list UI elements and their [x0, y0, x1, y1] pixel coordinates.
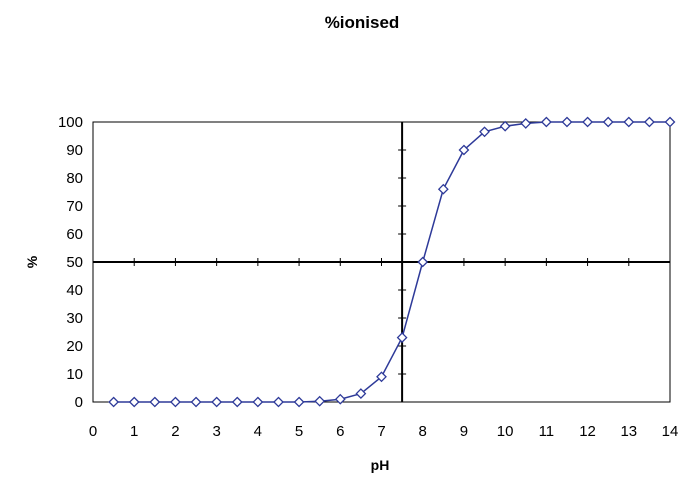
- x-tick-label: 9: [460, 423, 468, 440]
- y-tick-label: 50: [66, 254, 83, 271]
- data-point-marker: [293, 396, 305, 408]
- y-tick-label: 10: [66, 366, 83, 383]
- y-tick-label: 60: [66, 226, 83, 243]
- data-point-marker: [149, 396, 161, 408]
- data-point-marker: [623, 116, 635, 128]
- x-tick-label: 1: [130, 423, 138, 440]
- x-tick-label: 11: [539, 423, 555, 440]
- x-tick-label: 0: [89, 423, 97, 440]
- data-point-marker: [376, 371, 387, 383]
- x-tick-label: 10: [497, 423, 514, 440]
- y-tick-label: 70: [66, 198, 83, 215]
- data-point-marker: [499, 120, 511, 132]
- data-point-marker: [252, 396, 264, 408]
- data-point-marker: [664, 116, 676, 128]
- data-point-marker: [417, 256, 429, 268]
- x-tick-label: 8: [419, 423, 427, 440]
- x-tick-label: 4: [254, 423, 262, 440]
- data-point-marker: [520, 117, 532, 129]
- series-line: [113, 121, 670, 403]
- data-point-marker: [561, 116, 573, 128]
- data-point-marker: [643, 116, 655, 128]
- x-tick-label: 2: [171, 423, 179, 440]
- y-tick-label: 100: [58, 114, 83, 131]
- data-point-marker: [273, 396, 284, 408]
- data-point-marker: [437, 183, 449, 195]
- x-tick-label: 7: [377, 423, 385, 440]
- y-tick-label: 90: [66, 142, 83, 159]
- data-point-marker: [108, 396, 120, 408]
- x-tick-label: 13: [620, 423, 637, 440]
- data-point-marker: [355, 388, 367, 400]
- y-tick-label: 80: [66, 170, 83, 187]
- y-axis-label: %: [24, 255, 40, 268]
- y-tick-label: 30: [66, 310, 83, 327]
- x-tick-label: 5: [295, 423, 303, 440]
- data-point-marker: [458, 144, 470, 156]
- data-point-marker: [540, 116, 552, 128]
- data-point-marker: [314, 395, 326, 407]
- data-point-marker: [396, 332, 408, 344]
- y-tick-label: 40: [66, 282, 83, 299]
- y-tick-label: 0: [75, 394, 83, 411]
- data-point-marker: [602, 116, 614, 128]
- y-tick-label: 20: [66, 338, 83, 355]
- x-tick-label: 3: [212, 423, 220, 440]
- data-point-marker: [190, 396, 202, 408]
- data-point-marker: [479, 126, 490, 138]
- x-tick-label: 6: [336, 423, 344, 440]
- data-point-marker: [170, 396, 181, 408]
- data-point-marker: [231, 396, 243, 408]
- x-tick-label: 12: [579, 423, 596, 440]
- x-axis-label: pH: [371, 457, 390, 473]
- data-point-marker: [334, 393, 346, 405]
- data-point-marker: [128, 396, 140, 408]
- data-point-marker: [582, 116, 593, 128]
- data-point-marker: [211, 396, 223, 408]
- chart-title: %ionised: [325, 13, 400, 32]
- x-tick-label: 14: [662, 423, 679, 440]
